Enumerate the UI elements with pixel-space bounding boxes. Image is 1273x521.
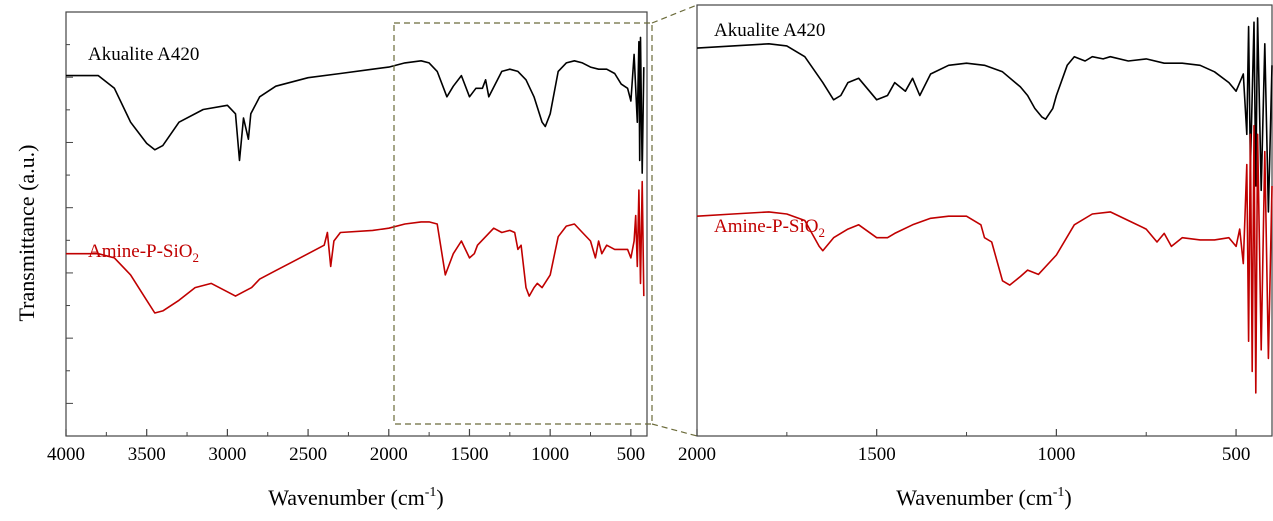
- left-label-amine-subscript: 2: [193, 250, 200, 265]
- series-line-amine-p-sio2: [66, 180, 645, 314]
- series-line-akualite-a420: [66, 36, 645, 174]
- left-chart-panel: 4000 3500 3000 2500 2000 1500 1000 500 Akualite…: [47, 11, 653, 510]
- x-tick-label: 4000: [47, 444, 85, 465]
- x-tick-label: 500: [1222, 444, 1251, 465]
- left-x-axis-title-main: Wavenumber (cm: [268, 485, 424, 510]
- left-label-amine: Amine-P-SiO2: [88, 241, 199, 265]
- x-tick-label: 1000: [531, 444, 569, 465]
- right-x-ticks: 2000 1500 1000 500: [678, 429, 1250, 465]
- right-x-axis-title: Wavenumber (cm-1): [896, 485, 1071, 510]
- x-tick-label: 500: [617, 444, 646, 465]
- left-series-group: [66, 36, 645, 314]
- right-x-axis-title-end: ): [1064, 485, 1071, 510]
- zoom-connector-bottom: [651, 423, 698, 437]
- zoom-connector-top: [651, 4, 698, 24]
- x-tick-label: 2000: [678, 444, 716, 465]
- right-label-amine: Amine-P-SiO2: [714, 216, 825, 240]
- right-x-axis-title-main: Wavenumber (cm: [896, 485, 1052, 510]
- right-x-axis-title-sup: -1: [1053, 485, 1065, 500]
- left-plot-frame: [65, 11, 648, 437]
- left-label-amine-main: Amine-P-SiO: [88, 241, 193, 262]
- x-tick-label: 3000: [208, 444, 246, 465]
- left-x-axis-title-sup: -1: [425, 485, 437, 500]
- right-label-amine-subscript: 2: [819, 225, 826, 240]
- left-label-akualite: Akualite A420: [88, 44, 199, 65]
- series-line-amine-p-sio2: [696, 124, 1273, 394]
- x-tick-label: 2000: [370, 444, 408, 465]
- x-tick-label: 3500: [128, 444, 166, 465]
- left-x-ticks: 4000 3500 3000 2500 2000 1500 1000 500: [47, 429, 645, 465]
- x-tick-label: 1500: [450, 444, 488, 465]
- x-tick-label: 2500: [289, 444, 327, 465]
- right-label-amine-main: Amine-P-SiO: [714, 216, 819, 237]
- left-x-axis-title-end: ): [436, 485, 443, 510]
- x-tick-label: 1000: [1037, 444, 1075, 465]
- series-line-akualite-a420: [696, 17, 1273, 213]
- left-y-ticks: [66, 11, 73, 437]
- right-series-group: [696, 17, 1273, 394]
- right-label-akualite: Akualite A420: [714, 20, 825, 41]
- x-tick-label: 1500: [858, 444, 896, 465]
- right-chart-panel: 2000 1500 1000 500 Akualite A420 Amine-P-Si…: [678, 4, 1273, 510]
- y-axis-title: Transmittance (a.u.): [14, 145, 39, 322]
- left-x-axis-title: Wavenumber (cm-1): [268, 485, 443, 510]
